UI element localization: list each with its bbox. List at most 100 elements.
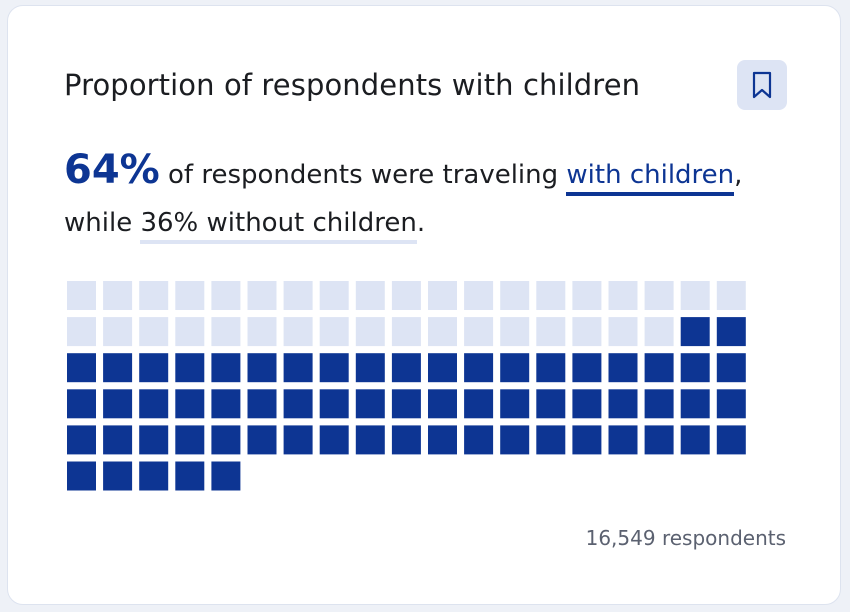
waffle-square-with xyxy=(608,353,638,383)
waffle-square-with xyxy=(139,461,169,491)
waffle-square-with xyxy=(536,353,566,383)
waffle-square-with xyxy=(716,317,746,347)
waffle-square-with xyxy=(67,425,96,455)
waffle-square-with xyxy=(572,389,602,419)
waffle-square-with xyxy=(355,389,385,419)
waffle-square-with xyxy=(644,353,674,383)
waffle-square-with xyxy=(67,461,96,491)
waffle-square-with xyxy=(319,389,349,419)
waffle-square-with xyxy=(500,425,530,455)
waffle-square-with xyxy=(536,425,566,455)
waffle-square-with xyxy=(355,353,385,383)
waffle-square-with xyxy=(211,425,241,455)
waffle-square-without xyxy=(139,281,169,310)
highlight-percentage: 64% xyxy=(64,147,160,193)
waffle-square-with xyxy=(608,425,638,455)
waffle-square-with xyxy=(175,353,205,383)
waffle-square-with xyxy=(139,425,169,455)
waffle-square-with xyxy=(211,461,241,491)
waffle-square-without xyxy=(319,317,349,347)
with-children-link[interactable]: with children xyxy=(566,160,735,196)
waffle-square-without xyxy=(464,281,494,310)
waffle-square-without xyxy=(247,281,277,310)
waffle-square-without xyxy=(175,317,205,347)
waffle-square-without xyxy=(428,317,457,347)
waffle-square-with xyxy=(103,425,133,455)
waffle-square-without xyxy=(283,281,313,310)
waffle-square-without xyxy=(247,317,277,347)
waffle-square-with xyxy=(428,353,457,383)
summary-text: 64% of respondents were traveling with c… xyxy=(64,146,814,247)
waffle-square-with xyxy=(139,389,169,419)
waffle-square-with xyxy=(67,389,96,419)
waffle-square-with xyxy=(247,425,277,455)
waffle-square-without xyxy=(391,317,421,347)
waffle-square-without xyxy=(319,281,349,310)
waffle-square-without xyxy=(644,281,674,310)
waffle-square-without xyxy=(355,281,385,310)
waffle-square-with xyxy=(175,425,205,455)
waffle-square-with xyxy=(500,353,530,383)
waffle-square-with xyxy=(67,353,96,383)
waffle-square-without xyxy=(536,317,566,347)
waffle-square-with xyxy=(283,425,313,455)
waffle-square-without xyxy=(500,281,530,310)
waffle-square-with xyxy=(391,425,421,455)
summary-part-4: . xyxy=(416,208,426,238)
waffle-square-without xyxy=(211,281,241,310)
summary-part-3: while xyxy=(64,208,141,238)
waffle-square-with xyxy=(103,353,133,383)
waffle-square-without xyxy=(211,317,241,347)
waffle-square-with xyxy=(536,389,566,419)
waffle-square-with xyxy=(391,389,421,419)
waffle-square-with xyxy=(680,425,710,455)
card-title: Proportion of respondents with children xyxy=(64,68,641,102)
waffle-square-with xyxy=(644,425,674,455)
waffle-square-without xyxy=(67,281,96,310)
waffle-square-without xyxy=(103,317,133,347)
waffle-square-with xyxy=(428,425,457,455)
waffle-square-with xyxy=(716,425,746,455)
waffle-square-with xyxy=(319,353,349,383)
waffle-square-without xyxy=(139,317,169,347)
waffle-square-with xyxy=(319,425,349,455)
waffle-square-with xyxy=(680,353,710,383)
waffle-square-with xyxy=(464,425,494,455)
waffle-square-with xyxy=(608,389,638,419)
waffle-square-with xyxy=(355,425,385,455)
waffle-square-with xyxy=(464,389,494,419)
waffle-square-with xyxy=(680,389,710,419)
without-children-link[interactable]: 36% without children xyxy=(140,208,417,244)
summary-part-1: of respondents were traveling xyxy=(159,160,567,190)
bookmark-icon xyxy=(752,71,772,99)
waffle-square-without xyxy=(464,317,494,347)
waffle-square-with xyxy=(464,353,494,383)
waffle-square-without xyxy=(572,281,602,310)
waffle-square-with xyxy=(175,389,205,419)
waffle-square-with xyxy=(391,353,421,383)
summary-part-2: , xyxy=(734,160,743,190)
waffle-square-with xyxy=(139,353,169,383)
waffle-square-without xyxy=(175,281,205,310)
waffle-square-with xyxy=(211,389,241,419)
waffle-square-without xyxy=(103,281,133,310)
waffle-square-without xyxy=(536,281,566,310)
bookmark-button[interactable] xyxy=(737,60,787,110)
waffle-square-with xyxy=(572,425,602,455)
waffle-square-without xyxy=(608,317,638,347)
waffle-square-with xyxy=(716,389,746,419)
respondents-count: 16,549 respondents xyxy=(585,526,786,550)
waffle-square-without xyxy=(716,281,746,310)
waffle-square-with xyxy=(283,389,313,419)
chart-card: Proportion of respondents with children … xyxy=(7,5,841,605)
waffle-square-without xyxy=(67,317,96,347)
waffle-square-with xyxy=(644,389,674,419)
waffle-square-with xyxy=(283,353,313,383)
waffle-square-with xyxy=(572,353,602,383)
waffle-square-without xyxy=(680,281,710,310)
waffle-square-with xyxy=(680,317,710,347)
waffle-square-without xyxy=(355,317,385,347)
waffle-square-with xyxy=(247,353,277,383)
waffle-square-with xyxy=(428,389,457,419)
waffle-square-without xyxy=(428,281,457,310)
